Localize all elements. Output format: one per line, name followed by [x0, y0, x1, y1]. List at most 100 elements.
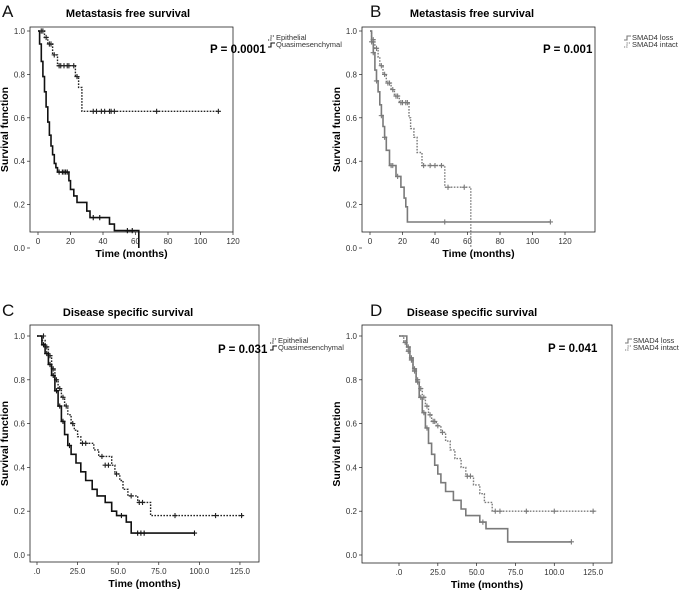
legend-label-epithelial: Epithelial [278, 336, 309, 345]
y-tick-label: 0.0 [346, 244, 358, 253]
km-curve-smad4-loss [370, 30, 551, 223]
x-tick-label: 60 [131, 237, 140, 246]
y-tick-label: 1.0 [14, 27, 26, 36]
y-axis-label: Survival function [0, 401, 11, 486]
censor-mark-quasimesenchymal [124, 228, 130, 234]
x-tick-label: 20 [66, 237, 75, 246]
plot-frame [361, 324, 613, 564]
censor-mark-epithelial [48, 41, 54, 47]
censor-mark-smad4-intact [445, 184, 451, 190]
x-tick-label: 100 [526, 237, 540, 246]
censor-mark-smad4-intact [551, 508, 557, 514]
x-tick-label: .0 [396, 568, 403, 577]
y-tick-label: 0.6 [346, 420, 358, 429]
y-tick-label: 0.0 [14, 244, 26, 253]
x-axis-label: Time (months) [442, 248, 514, 260]
censor-mark-quasimesenchymal [129, 228, 135, 234]
legend-swatch-epithelial [270, 338, 277, 344]
censor-mark-smad4-intact [461, 184, 467, 190]
y-tick-label: 0.6 [346, 114, 358, 123]
censor-mark-epithelial [60, 394, 66, 400]
censor-mark-quasimesenchymal [44, 350, 50, 357]
p-value: P = 0.031 [218, 344, 268, 356]
censor-mark-smad4-intact [421, 162, 427, 169]
censor-mark-smad4-intact [373, 45, 380, 51]
censor-mark-smad4-intact [386, 80, 393, 86]
censor-mark-epithelial [83, 440, 89, 446]
censor-mark-quasimesenchymal [141, 530, 147, 536]
censor-mark-epithelial [57, 385, 63, 392]
panel-letter: D [370, 301, 382, 320]
censor-mark-quasimesenchymal [50, 372, 56, 379]
censor-mark-epithelial [66, 63, 72, 69]
x-tick-label: 25.0 [430, 568, 446, 577]
p-value: P = 0.001 [543, 44, 593, 56]
x-axis-label: Time (months) [451, 579, 523, 591]
legend-label-smad4-loss: SMAD4 loss [633, 336, 675, 345]
censor-mark-smad4-loss [390, 162, 396, 169]
censor-mark-quasimesenchymal [53, 388, 60, 394]
legend-label-smad4-intact: SMAD4 intact [633, 343, 680, 352]
censor-mark-smad4-intact [411, 368, 418, 374]
censor-mark-epithelial [71, 63, 77, 69]
censor-mark-smad4-loss [442, 219, 448, 225]
censor-mark-epithelial [93, 108, 100, 114]
censor-mark-smad4-intact [424, 403, 430, 409]
censor-mark-smad4-intact [415, 377, 421, 383]
censor-mark-quasimesenchymal [191, 530, 198, 536]
y-tick-label: 0.2 [14, 201, 26, 210]
y-tick-label: 0.8 [346, 376, 358, 385]
censor-mark-smad4-loss [424, 425, 430, 431]
chart-title: Metastasis free survival [410, 8, 534, 20]
x-tick-label: 40 [431, 237, 440, 246]
censor-mark-epithelial [105, 462, 112, 468]
x-tick-label: 50.0 [469, 568, 485, 577]
censor-mark-epithelial [70, 421, 76, 427]
censor-mark-smad4-intact [378, 63, 384, 69]
y-tick-label: 0.8 [14, 376, 26, 385]
x-tick-label: 80 [496, 237, 505, 246]
censor-mark-epithelial [128, 493, 134, 499]
censor-mark-smad4-loss [568, 539, 574, 545]
y-tick-label: 0.8 [346, 70, 358, 79]
legend-label-smad4-loss: SMAD4 loss [632, 33, 674, 42]
censor-mark-smad4-intact [382, 71, 388, 77]
plot-frame [29, 26, 234, 233]
p-value: P = 0.0001 [210, 44, 266, 56]
censor-mark-epithelial [238, 512, 245, 519]
censor-mark-smad4-intact [432, 418, 438, 425]
censor-mark-smad4-loss [382, 134, 388, 140]
panel-letter: B [370, 2, 381, 21]
censor-mark-smad4-intact [405, 348, 411, 354]
y-tick-label: 1.0 [346, 332, 358, 341]
km-curve-epithelial [38, 30, 219, 112]
censor-mark-smad4-loss [547, 219, 553, 225]
censor-mark-epithelial [74, 73, 80, 80]
y-tick-label: 0.2 [346, 507, 358, 516]
y-axis-label: Survival function [331, 401, 343, 486]
censor-mark-quasimesenchymal [118, 512, 125, 519]
x-tick-label: 25.0 [70, 567, 86, 576]
y-tick-label: 0.4 [346, 463, 358, 472]
km-curve-quasimesenchymal [37, 335, 195, 534]
x-tick-label: 125.0 [583, 568, 604, 577]
y-tick-label: 1.0 [346, 27, 358, 36]
x-tick-label: .0 [34, 567, 41, 576]
x-tick-label: 75.0 [508, 568, 524, 577]
legend-label-quasimesenchymal: Quasimesenchymal [276, 40, 342, 49]
censor-mark-quasimesenchymal [90, 215, 96, 221]
x-tick-label: 0 [36, 237, 41, 246]
x-tick-label: 50.0 [110, 567, 126, 576]
censor-mark-smad4-intact [467, 473, 474, 479]
y-tick-label: 0.8 [14, 70, 26, 79]
y-axis-label: Survival function [331, 87, 343, 172]
y-tick-label: 0.0 [14, 551, 26, 560]
x-tick-label: 100.0 [544, 568, 565, 577]
panel-b: B Metastasis free survival 0.0 0.2 0.4 0.6 0.8… [331, 2, 679, 260]
censor-mark-smad4-intact [523, 508, 529, 514]
x-axis-label: Time (months) [95, 248, 167, 260]
censor-mark-epithelial [212, 512, 219, 519]
panel-d: D Disease specific survival 0.0 0.2 0.4 0.6 0.… [331, 301, 680, 591]
censor-mark-epithelial [43, 34, 49, 41]
km-curve-smad4-intact [399, 335, 597, 512]
